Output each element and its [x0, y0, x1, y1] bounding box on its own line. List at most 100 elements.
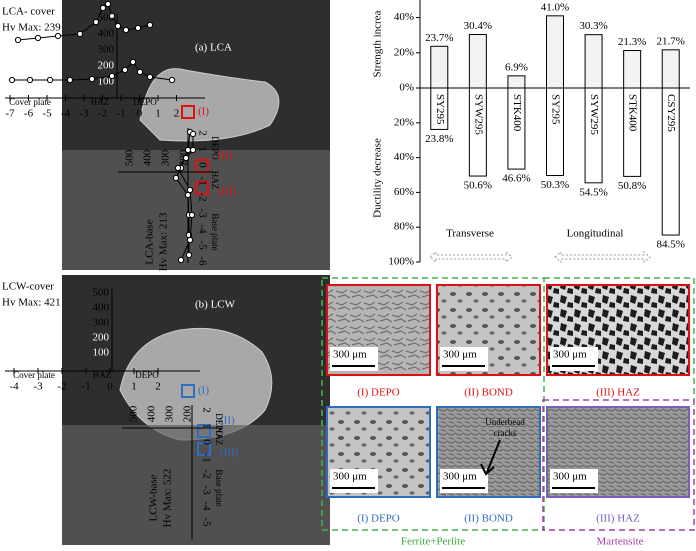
base-tick-label: 0: [196, 162, 208, 168]
group-label: Transverse: [446, 228, 494, 240]
hardness-point: [146, 73, 154, 81]
value-label: 84.5%: [657, 239, 685, 251]
base-tick-label: -1: [196, 176, 208, 185]
bar: [661, 87, 680, 236]
label: Base plate: [210, 213, 220, 250]
region-box: [197, 424, 211, 438]
base-tick-label: 1: [200, 423, 212, 429]
value-label: 21.3%: [618, 36, 646, 48]
label: HAZ: [214, 427, 224, 446]
group-box: [542, 399, 695, 531]
value-label: 54.5%: [579, 186, 607, 198]
hv-tick-label: 200: [93, 332, 110, 344]
hardness-point: [122, 26, 130, 34]
y-tick-label: 20%: [394, 46, 414, 58]
bar: [430, 45, 449, 89]
category-label: SYW295: [588, 94, 600, 135]
label: HAZ: [210, 171, 220, 190]
value-label: 50.6%: [464, 180, 492, 192]
hardness-point: [34, 34, 42, 42]
hardness-point: [185, 251, 193, 259]
hardness-point: [76, 30, 84, 38]
panel-title: (a) LCA: [195, 42, 232, 54]
x-tick-label: 0: [107, 381, 113, 393]
x-tick-label: -5: [42, 108, 52, 120]
bar: [468, 33, 487, 89]
margin: [0, 0, 62, 551]
caption: (I) DEPO: [357, 513, 400, 525]
hardness-point: [14, 36, 22, 44]
y2-axis-title: Ductility decrease: [372, 138, 384, 218]
group-arrow: [554, 250, 651, 264]
x-tick-label: -3: [33, 381, 43, 393]
hardness-point: [184, 146, 192, 154]
label: Hv Max: 239: [2, 22, 61, 34]
value-label: 30.3%: [579, 20, 607, 32]
bar: [507, 87, 526, 170]
hardness-point: [92, 18, 100, 26]
region-box: [197, 442, 211, 456]
weld-bead: [139, 68, 280, 142]
base-tick-label: -1: [200, 453, 212, 462]
hv-tick-label: 100: [93, 347, 110, 359]
annotation: cracks: [494, 428, 517, 438]
hardness-point: [136, 68, 144, 76]
value-label: 30.4%: [464, 20, 492, 32]
y2-tick-label: 100%: [388, 256, 414, 268]
base-tick-label: -4: [196, 224, 208, 234]
scale-label: 300 μm: [553, 349, 587, 361]
label: Base plate: [214, 469, 224, 506]
bar: [507, 75, 526, 89]
base-hv-tick-label: 200: [182, 405, 194, 422]
scale-label: 300 μm: [443, 471, 477, 483]
group-box: [544, 277, 695, 400]
base-tick-label: -5: [200, 517, 212, 527]
scale-label: 300 μm: [333, 349, 367, 361]
base-tick-label: -3: [196, 208, 208, 218]
hardness-point: [66, 76, 74, 84]
group-box: [321, 277, 545, 531]
bar: [546, 87, 564, 177]
category-label: SY295: [549, 94, 561, 125]
region-label: (II): [218, 150, 233, 162]
label: Cover plate: [9, 97, 51, 107]
label: HAZ: [91, 97, 110, 107]
x-tick-label: 1: [155, 108, 161, 120]
panel-title: (b) LCW: [195, 299, 236, 311]
x-tick-label: -4: [61, 108, 71, 120]
scale-label: 300 μm: [553, 471, 587, 483]
hardness-point: [54, 32, 62, 40]
group-label: Longitudinal: [567, 228, 624, 240]
hardness-point: [177, 256, 185, 264]
base-tick-label: -5: [196, 240, 208, 250]
label: DEPO: [214, 413, 224, 437]
hardness-point: [134, 24, 142, 32]
hv-tick-label: 500: [93, 287, 110, 299]
base-tick-label: 1: [196, 146, 208, 152]
base-hv-tick-label: 400: [146, 405, 158, 422]
category-label: SY295: [434, 94, 446, 125]
bar: [468, 87, 487, 177]
caption: (I) DEPO: [357, 387, 400, 399]
y2-tick-label: 80%: [394, 221, 414, 233]
group-arrow: [429, 250, 513, 264]
caption: (III) HAZ: [596, 513, 640, 525]
label: LCW-cover: [2, 281, 54, 293]
hardness-point: [168, 76, 176, 84]
hardness-point: [172, 174, 180, 182]
hv-tick-label: 300: [93, 317, 110, 329]
label: Cover plate: [13, 370, 55, 380]
label: Hv Max: 522: [162, 469, 174, 528]
label: Hv Max: 213: [158, 212, 170, 271]
base-hv-tick-label: 300: [160, 149, 172, 166]
hv-tick-label: 400: [98, 28, 115, 40]
bar: [546, 15, 564, 89]
value-label: 50.8%: [618, 180, 646, 192]
x-tick-label: -1: [116, 108, 125, 120]
hardness-point: [182, 154, 190, 162]
label: LCA- cover: [2, 6, 55, 18]
base-tick-label: -2: [196, 192, 208, 201]
hv-tick-label: 200: [98, 60, 115, 72]
hardness-point: [26, 76, 34, 84]
x-tick-label: -2: [57, 381, 66, 393]
